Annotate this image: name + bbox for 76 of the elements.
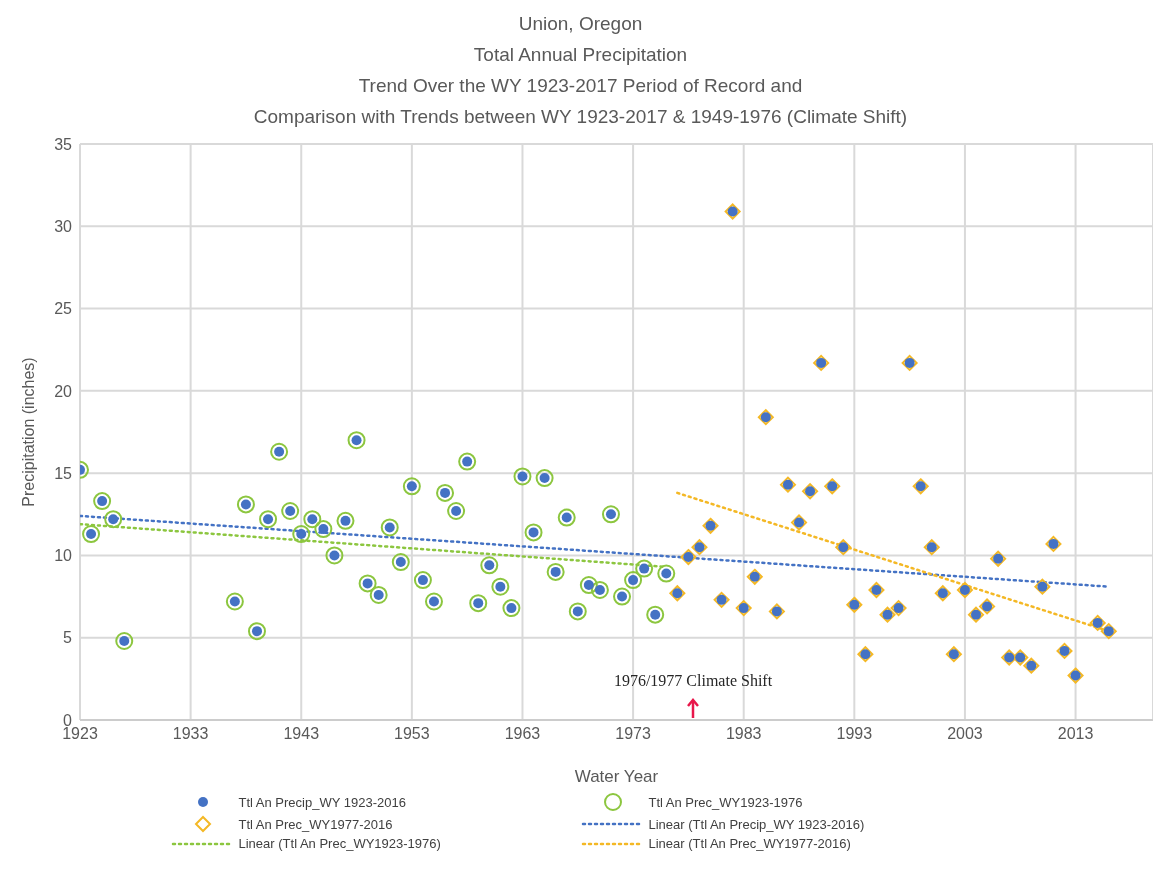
point (247, 622, 266, 641)
point (791, 514, 808, 531)
point (93, 492, 112, 511)
y-axis-title: Precipitation (inches) (19, 357, 37, 507)
x-tick-label: 1933 (172, 725, 209, 743)
point (480, 556, 499, 575)
point (491, 577, 510, 596)
point (657, 564, 676, 583)
point (546, 562, 565, 581)
point (601, 505, 620, 524)
point (325, 546, 344, 565)
legend-label: Ttl An Prec_WY1977-2016 (238, 816, 393, 832)
chart-title: Union, Oregon (517, 12, 644, 36)
x-tick-label: 1983 (725, 725, 762, 743)
legend-label: Linear (Ttl An Prec_WY1977-2016) (648, 836, 851, 851)
point (968, 606, 985, 623)
y-tick-label: 20 (54, 382, 73, 400)
point (579, 576, 598, 595)
point (413, 571, 432, 590)
point (259, 510, 278, 529)
point (104, 510, 123, 529)
point (624, 571, 643, 590)
point (469, 594, 488, 613)
point (635, 559, 654, 578)
point (535, 469, 554, 488)
legend-label: Linear (Ttl An Prec_WY1923-1976) (238, 836, 441, 851)
legend-label: Ttl An Prec_WY1923-1976 (648, 794, 803, 810)
point (358, 574, 377, 593)
y-tick-label: 15 (54, 464, 73, 482)
y-tick-label: 25 (54, 300, 73, 318)
x-tick-label: 1963 (504, 725, 541, 743)
chart-subtitle: Total Annual Precipitation Trend Over the WY 1923-2017 Period of Record and Comparison with Trends between WY 1923-2017 & 1949-1976 (Climate Shift) (252, 43, 909, 129)
point (391, 553, 410, 572)
x-tick-label: 2003 (947, 725, 983, 743)
point (568, 602, 587, 621)
point (447, 501, 466, 520)
point (292, 525, 311, 544)
point (402, 477, 421, 496)
point (336, 511, 355, 530)
point (236, 495, 255, 514)
point (225, 592, 244, 611)
point (646, 605, 665, 624)
point (380, 518, 399, 537)
point (502, 599, 521, 618)
x-tick-label: 2013 (1057, 725, 1094, 743)
point (613, 587, 632, 606)
point (557, 508, 576, 527)
x-tick-label: 1923 (62, 725, 98, 743)
point (513, 467, 532, 486)
point (270, 442, 289, 461)
point (281, 501, 300, 520)
x-axis-title: Water Year (574, 767, 659, 786)
legend-label: Linear (Ttl An Precip_WY 1923-2016) (648, 816, 865, 832)
point (436, 483, 455, 502)
point (868, 581, 885, 598)
point (590, 580, 609, 599)
point (347, 431, 366, 450)
y-tick-label: 30 (54, 217, 73, 235)
annotation: 1976/1977 Climate Shift (612, 672, 774, 690)
point (458, 452, 477, 471)
x-tick-label: 1993 (836, 725, 873, 743)
y-tick-label: 5 (63, 629, 73, 647)
x-tick-label: 1953 (394, 725, 430, 743)
point (82, 525, 101, 544)
x-tick-label: 1973 (615, 725, 651, 743)
y-tick-label: 10 (54, 547, 73, 565)
point (369, 585, 388, 604)
y-tick-label: 35 (54, 135, 73, 153)
point (956, 581, 973, 598)
point (115, 632, 134, 651)
point (314, 520, 333, 539)
point (524, 523, 543, 542)
point (303, 510, 322, 529)
x-tick-label: 1943 (283, 725, 320, 743)
legend-label: Ttl An Precip_WY 1923-2016 (238, 794, 406, 810)
point (424, 592, 443, 611)
